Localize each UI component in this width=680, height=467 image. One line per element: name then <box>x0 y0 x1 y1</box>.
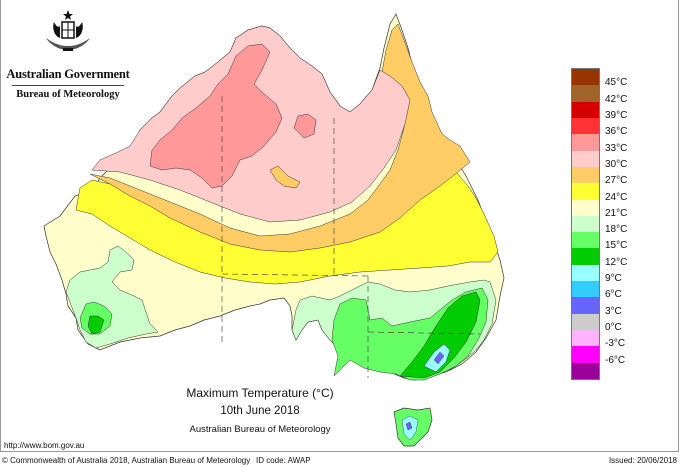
legend-label: 12°C <box>605 256 628 268</box>
legend-label: 21°C <box>605 207 628 219</box>
region-orange-blob <box>269 165 301 189</box>
legend-label: 30°C <box>605 158 628 170</box>
legend-swatch <box>572 117 599 135</box>
id-code: ID code: AWAP <box>256 456 311 465</box>
legend-label: 42°C <box>605 93 628 105</box>
copyright-text: © Commonwealth of Australia 2018, Austra… <box>2 456 251 465</box>
chart-source: Australian Bureau of Meteorology <box>189 424 331 435</box>
legend-label: -3°C <box>605 338 626 350</box>
legend-swatch <box>572 166 599 184</box>
legend-swatch <box>572 313 599 330</box>
legend-swatch <box>572 232 599 249</box>
legend-swatch <box>572 101 599 118</box>
legend-swatch <box>572 199 599 216</box>
legend-label: 39°C <box>605 109 628 121</box>
legend-swatch <box>572 215 599 233</box>
legend-label: 27°C <box>605 175 628 187</box>
map-frame <box>0 0 679 452</box>
legend-swatch <box>572 281 599 298</box>
bom-website-link[interactable]: http://www.bom.gov.au <box>4 441 85 450</box>
chart-date: 10th June 2018 <box>220 405 300 417</box>
region-band-27-30 <box>89 23 471 253</box>
legend-label: 36°C <box>605 126 628 138</box>
region-alpine-6-9 <box>433 351 445 365</box>
legend-label: 18°C <box>605 224 628 236</box>
agency-name: Bureau of Meteorology <box>16 89 120 100</box>
government-name: Australian Government <box>6 67 130 81</box>
legend-label: 24°C <box>605 191 628 203</box>
temperature-legend <box>571 68 600 380</box>
legend-swatch <box>572 183 599 200</box>
legend-label: 33°C <box>605 142 628 154</box>
legend-label: 45°C <box>605 77 628 89</box>
legend-label: -6°C <box>605 354 626 366</box>
region-central-33-36-blob <box>293 113 317 139</box>
legend-swatch <box>572 69 599 86</box>
legend-swatch <box>572 330 599 347</box>
legend-swatch <box>572 248 599 265</box>
legend-label: 9°C <box>605 273 622 285</box>
region-swwa-12-15 <box>87 315 105 335</box>
legend-label: 6°C <box>605 289 622 301</box>
region-northwest-33-36 <box>149 43 283 189</box>
legend-swatch <box>572 150 599 167</box>
legend-label: 15°C <box>605 240 628 252</box>
legend-swatch <box>572 85 599 102</box>
legend-swatch <box>572 134 599 151</box>
logo-divider <box>12 85 124 86</box>
legend-swatch <box>572 346 599 363</box>
legend-label: 3°C <box>605 305 622 317</box>
state-borders <box>221 96 481 378</box>
issued-date: Issued: 20/06/2018 <box>608 456 677 465</box>
legend-swatch <box>572 264 599 282</box>
commonwealth-coat-of-arms-icon <box>46 10 90 51</box>
tasmania-cold <box>405 421 413 431</box>
bom-logo: Australian Government Bureau of Meteorol… <box>6 8 130 100</box>
legend-label: 0°C <box>605 322 622 334</box>
region-se-12-15 <box>399 291 481 379</box>
legend-swatch <box>572 297 599 314</box>
chart-title: Maximum Temperature (°C) <box>186 386 334 400</box>
legend-swatch <box>572 362 599 379</box>
